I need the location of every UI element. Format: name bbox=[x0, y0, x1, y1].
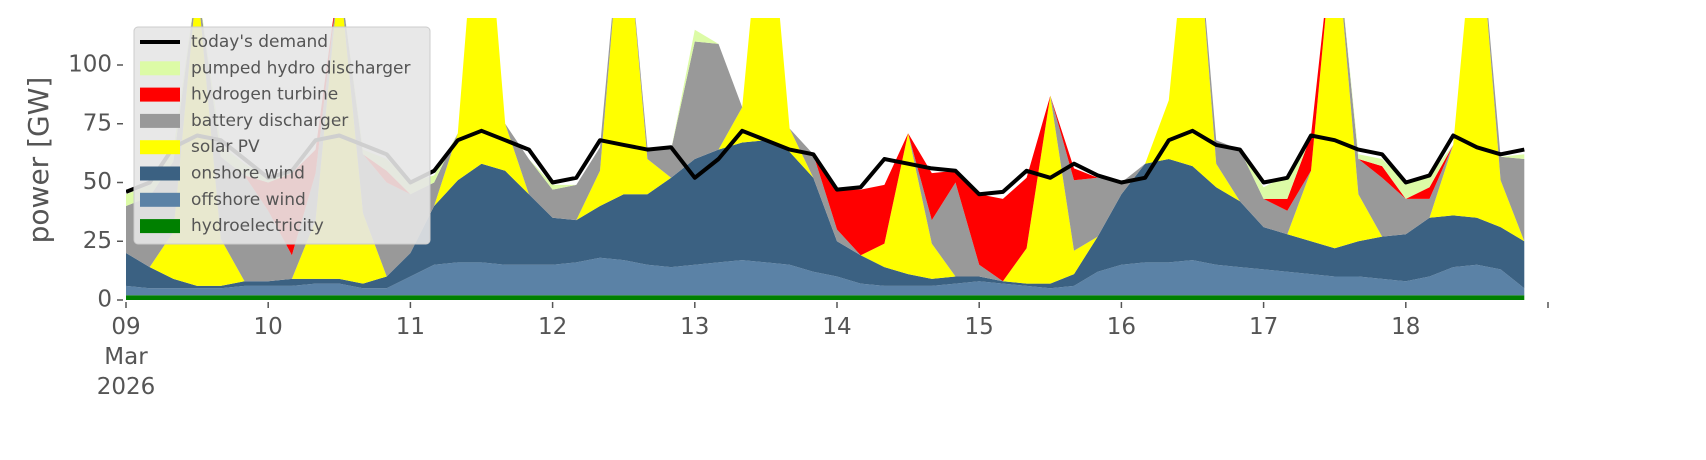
legend-swatch bbox=[140, 219, 180, 234]
x-tick-label: 12 bbox=[537, 314, 568, 340]
area-4 bbox=[126, 18, 1525, 282]
area-1 bbox=[126, 257, 1525, 296]
x-tick-label: 18 bbox=[1391, 314, 1421, 340]
y-tick-label: 0 bbox=[97, 287, 112, 313]
axes: 0 25 50 75 100 bbox=[68, 52, 1549, 313]
legend-label: hydroelectricity bbox=[191, 216, 324, 236]
area-2 bbox=[126, 140, 1525, 289]
x-tick-label: 14 bbox=[822, 314, 852, 340]
y-tick-label: 100 bbox=[68, 52, 112, 78]
legend-swatch bbox=[140, 140, 180, 155]
y-tick-label: 50 bbox=[83, 169, 112, 195]
legend: today's demand pumped hydro discharger hyd… bbox=[133, 26, 431, 245]
legend-swatch bbox=[140, 192, 180, 207]
x-tick-label: 10 bbox=[253, 314, 283, 340]
area-0 bbox=[126, 295, 1525, 300]
legend-swatch bbox=[140, 113, 180, 128]
legend-label: pumped hydro discharger bbox=[191, 58, 410, 78]
plot-area bbox=[126, 18, 1525, 300]
x-tick-label: 16 bbox=[1106, 314, 1137, 340]
legend-swatch bbox=[140, 166, 180, 181]
y-axis-label: power [GW] bbox=[22, 77, 55, 244]
x-tick-label: 15 bbox=[964, 314, 994, 340]
x-tick-label: 11 bbox=[395, 314, 426, 340]
y-tick-label: 75 bbox=[83, 110, 112, 136]
x-tick-label: 17 bbox=[1248, 314, 1279, 340]
legend-label: solar PV bbox=[191, 137, 260, 157]
x-tick-label: 13 bbox=[680, 314, 710, 340]
legend-label: battery discharger bbox=[191, 111, 348, 131]
legend-label: onshore wind bbox=[191, 164, 305, 184]
legend-label: offshore wind bbox=[191, 190, 306, 210]
legend-swatch bbox=[140, 61, 180, 76]
y-tick-label: 25 bbox=[83, 228, 112, 254]
area-3 bbox=[126, 18, 1525, 286]
legend-box bbox=[133, 26, 431, 245]
legend-swatch bbox=[140, 87, 180, 102]
legend-label: hydrogen turbine bbox=[191, 85, 338, 105]
legend-label: today's demand bbox=[191, 32, 328, 52]
x-tick-label: 09 Mar 2026 bbox=[96, 314, 156, 400]
